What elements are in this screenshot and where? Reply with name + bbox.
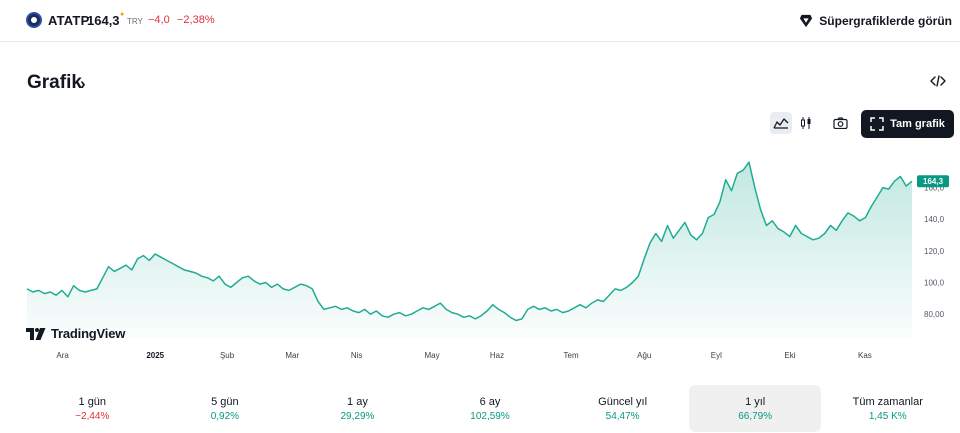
period-label: Tüm zamanlar — [852, 395, 923, 408]
period-change: 29,29% — [340, 410, 375, 422]
last-price-label: 164,3 — [917, 175, 949, 188]
period-label: 1 ay — [347, 395, 368, 408]
supercharts-label: Süpergrafiklerde görün — [819, 14, 952, 28]
y-tick-label: 120,0 — [924, 247, 945, 256]
full-chart-button[interactable]: Tam grafik — [861, 110, 954, 138]
x-tick-label: Ara — [56, 351, 69, 360]
period-change: −2,44% — [75, 410, 110, 422]
x-tick-label: Kas — [858, 351, 872, 360]
period-change: 66,79% — [738, 410, 773, 422]
x-tick-label: Şub — [220, 351, 235, 360]
last-price-value: 164,3 — [923, 177, 944, 186]
tradingview-name: TradingView — [51, 326, 126, 341]
full-chart-label: Tam grafik — [890, 118, 945, 130]
x-tick-label: Ağu — [637, 351, 651, 360]
x-tick-label: Eyl — [711, 351, 722, 360]
period-tab[interactable]: 5 gün 0,92% — [159, 385, 292, 432]
embed-code-icon[interactable] — [930, 74, 946, 88]
period-label: 1 yıl — [745, 395, 766, 408]
period-tab[interactable]: 6 ay 102,59% — [424, 385, 557, 432]
period-tab[interactable]: Tüm zamanlar 1,45 K% — [821, 385, 954, 432]
x-tick-label: Nis — [351, 351, 363, 360]
area-chart-icon — [773, 118, 789, 129]
period-change: 102,59% — [470, 410, 510, 422]
symbol-header: ATATP 164,3 ● TRY −4,0 −2,38% Süpergrafi… — [0, 0, 960, 42]
price-line — [26, 161, 913, 322]
symbol-name[interactable]: ATATP — [48, 13, 90, 28]
y-tick-label: 100,0 — [924, 279, 945, 288]
y-tick-label: 80,00 — [924, 310, 945, 319]
period-change: 0,92% — [210, 410, 240, 422]
last-price: 164,3 — [87, 13, 120, 28]
candles-icon — [801, 117, 811, 129]
y-tick-label: 140,0 — [924, 215, 945, 224]
market-status-icon: ● — [120, 11, 125, 18]
logo-icon — [26, 12, 42, 28]
period-label: 1 gün — [78, 395, 107, 408]
price-area-fill — [27, 162, 912, 338]
supercharts-link[interactable]: Süpergrafiklerde görün — [799, 12, 952, 30]
period-selector: 1 gün −2,44% 5 gün 0,92% 1 ay 29,29% 6 ay 102,5… — [26, 385, 954, 432]
period-change: 1,45 K% — [868, 410, 907, 422]
snapshot-button[interactable] — [829, 112, 851, 134]
period-label: 5 gün — [211, 395, 239, 408]
x-tick-label: Eki — [784, 351, 795, 360]
y-tick-label: 160,0 — [924, 184, 945, 193]
price-change: −4,0 — [148, 14, 170, 26]
supercharts-icon — [800, 14, 813, 28]
tradingview-logo-icon — [26, 327, 46, 340]
x-tick-label: 2025 — [146, 351, 164, 360]
camera-icon — [832, 117, 848, 129]
price-chart[interactable]: 80,00 100,0 120,0 140,0 160,0 Ara 2025 Şub Mar N… — [0, 140, 960, 370]
period-tab[interactable]: 1 gün −2,44% — [26, 385, 159, 432]
period-label: 6 ay — [479, 395, 501, 408]
section-title[interactable]: Grafik — [27, 72, 82, 93]
x-tick-label: Mar — [285, 351, 299, 360]
chevron-right-icon[interactable]: › — [80, 74, 86, 93]
x-tick-label: Haz — [490, 351, 504, 360]
x-tick-label: Tem — [564, 351, 579, 360]
last-price-badge — [917, 175, 949, 188]
price-change-percent: −2,38% — [177, 14, 215, 26]
x-axis: Ara 2025 Şub Mar Nis May Haz Tem Ağu Eyl Eki Kas — [56, 351, 871, 360]
currency: TRY — [127, 17, 143, 26]
period-label: Güncel yıl — [598, 395, 648, 408]
tradingview-branding[interactable]: TradingView — [26, 326, 125, 341]
candles-button[interactable] — [795, 112, 817, 134]
period-change: 54,47% — [605, 410, 640, 422]
x-tick-label: May — [424, 351, 439, 360]
area-chart-button[interactable] — [770, 112, 792, 134]
period-tab[interactable]: 1 yıl 66,79% — [688, 385, 822, 432]
fullscreen-icon — [870, 117, 884, 131]
period-tab[interactable]: Güncel yıl 54,47% — [556, 385, 689, 432]
period-tab[interactable]: 1 ay 29,29% — [291, 385, 424, 432]
y-axis: 80,00 100,0 120,0 140,0 160,0 — [924, 184, 945, 320]
